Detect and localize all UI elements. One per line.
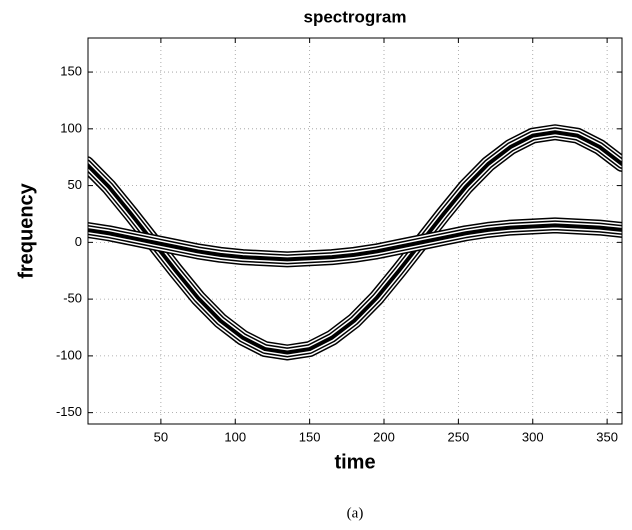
ridge-line [88, 223, 622, 262]
y-tick-label: 0 [75, 234, 82, 249]
x-tick-label: 200 [373, 429, 395, 444]
plot-frame [87, 37, 623, 425]
x-tick-label: 300 [522, 429, 544, 444]
y-tick-label: 150 [60, 63, 82, 78]
chart-title: spectrogram [304, 7, 407, 26]
x-tick-label: 50 [154, 429, 168, 444]
y-tick-label: -150 [56, 404, 82, 419]
y-tick-label: -50 [63, 291, 82, 306]
x-tick-label: 250 [448, 429, 470, 444]
x-tick-label: 150 [299, 429, 321, 444]
ridge-line [88, 130, 622, 355]
caption: (a) [347, 505, 364, 521]
plot-area [88, 124, 622, 361]
y-tick-label: 50 [68, 177, 82, 192]
y-tick-label: -100 [56, 347, 82, 362]
y-tick-label: 100 [60, 120, 82, 135]
y-axis-label: frequency [15, 182, 37, 278]
x-tick-label: 350 [596, 429, 618, 444]
x-tick-label: 100 [224, 429, 246, 444]
x-axis-label: time [334, 451, 375, 473]
